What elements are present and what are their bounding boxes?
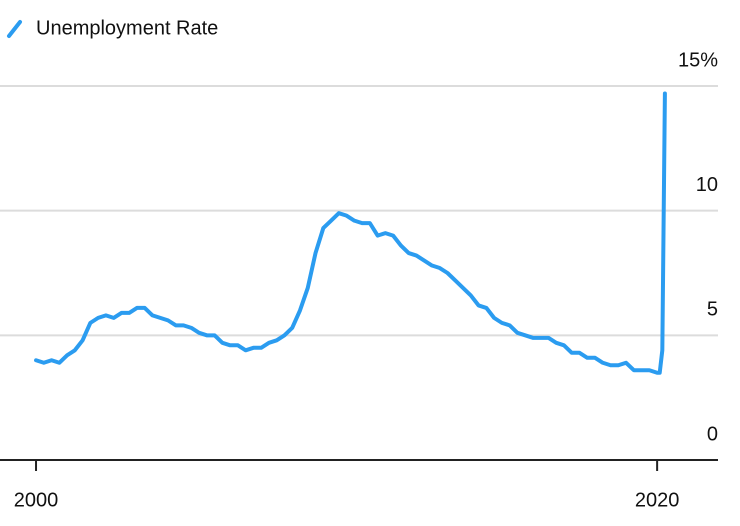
y-tick-label: 15% (678, 49, 718, 71)
x-tick-label: 2000 (14, 489, 59, 511)
y-tick-label: 5 (707, 299, 718, 321)
legend-label: Unemployment Rate (36, 17, 218, 39)
x-tick-label: 2020 (635, 489, 680, 511)
y-tick-label: 0 (707, 423, 718, 445)
legend-swatch (7, 20, 22, 38)
y-tick-label: 10 (696, 174, 718, 196)
line (34, 91, 667, 375)
